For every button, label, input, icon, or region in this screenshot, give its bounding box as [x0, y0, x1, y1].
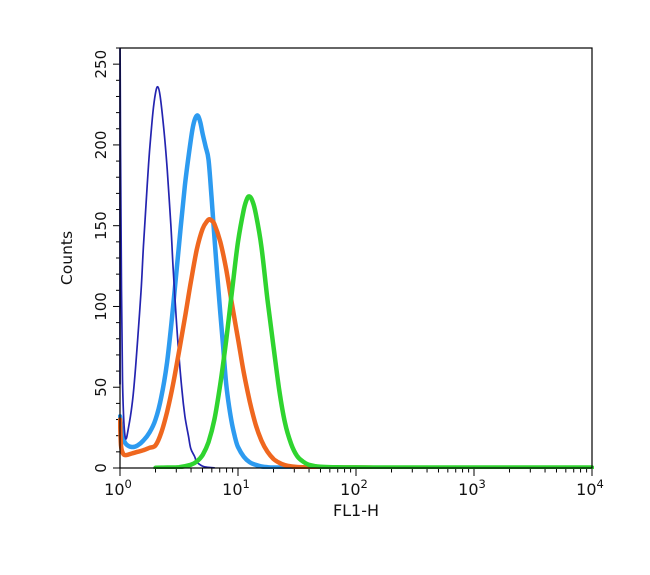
y-tick-label: 100 [92, 292, 110, 321]
y-tick-label: 50 [92, 378, 110, 397]
x-axis-label: FL1-H [333, 501, 379, 520]
series-orange-thick-curve [118, 216, 376, 469]
x-tick-label: 101 [222, 477, 250, 499]
x-tick-label: 103 [458, 477, 486, 499]
y-tick-label: 0 [92, 463, 110, 473]
x-tick-label: 100 [104, 477, 132, 499]
y-tick-label: 150 [92, 211, 110, 240]
series-navy-thin-curve [119, 48, 216, 469]
y-tick-label: 250 [92, 50, 110, 79]
x-tick-label: 102 [340, 477, 368, 499]
plot-frame [119, 47, 593, 469]
series-blue-thick-curve [118, 113, 300, 469]
y-tick-label: 200 [92, 131, 110, 160]
y-axis-label: Counts [58, 231, 76, 285]
x-tick-label: 104 [576, 477, 604, 499]
